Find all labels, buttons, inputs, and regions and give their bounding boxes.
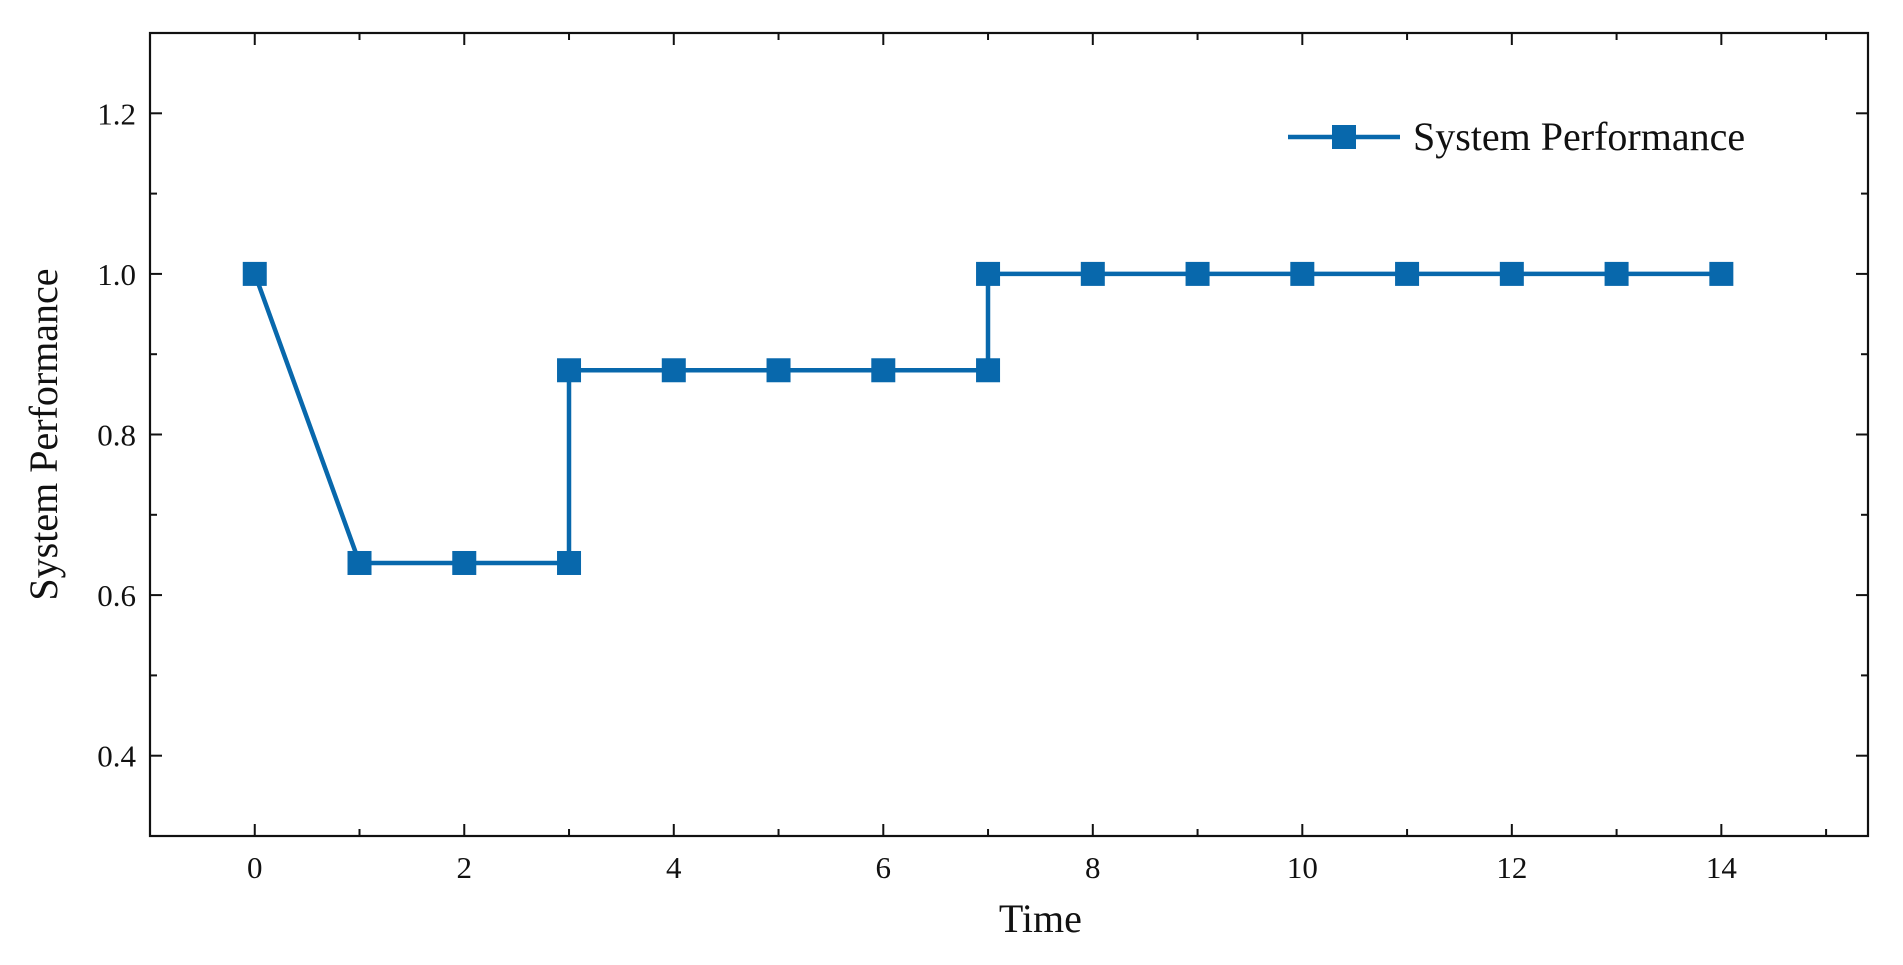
data-point xyxy=(347,550,372,575)
data-point xyxy=(1709,261,1734,286)
y-tick-label: 0.8 xyxy=(97,418,136,453)
series-group xyxy=(242,261,1734,575)
x-tick-label: 14 xyxy=(1706,850,1738,885)
ticks-group: 0 2 4 6 8 10 12 14 0.4 0.6 0.8 1.0 1.2 xyxy=(97,33,1868,885)
x-tick-label: 12 xyxy=(1496,850,1527,885)
y-tick-label: 0.4 xyxy=(97,739,136,774)
x-tick-label: 10 xyxy=(1287,850,1318,885)
data-point xyxy=(1185,261,1210,286)
legend-marker xyxy=(1332,125,1356,149)
y-axis-title: System Performance xyxy=(21,268,66,600)
legend: System Performance xyxy=(1288,114,1745,159)
data-point xyxy=(1604,261,1629,286)
data-point xyxy=(766,358,791,383)
data-point xyxy=(871,358,896,383)
data-point xyxy=(452,550,477,575)
x-tick-label: 4 xyxy=(666,850,682,885)
data-point xyxy=(1395,261,1420,286)
x-tick-label: 2 xyxy=(457,850,473,885)
data-point xyxy=(242,261,267,286)
data-point xyxy=(976,358,1001,383)
x-tick-label: 0 xyxy=(247,850,263,885)
x-tick-label: 8 xyxy=(1085,850,1101,885)
x-tick-label: 6 xyxy=(876,850,892,885)
x-axis-title: Time xyxy=(999,896,1082,941)
data-point xyxy=(1499,261,1524,286)
data-point xyxy=(661,358,686,383)
data-point xyxy=(557,358,582,383)
data-point xyxy=(1080,261,1105,286)
data-point xyxy=(1290,261,1315,286)
y-tick-label: 1.2 xyxy=(97,96,136,131)
y-tick-label: 1.0 xyxy=(97,257,136,292)
legend-label: System Performance xyxy=(1413,114,1745,159)
data-point xyxy=(557,550,582,575)
y-tick-label: 0.6 xyxy=(97,578,136,613)
data-point xyxy=(976,261,1001,286)
series-line xyxy=(252,271,1722,566)
